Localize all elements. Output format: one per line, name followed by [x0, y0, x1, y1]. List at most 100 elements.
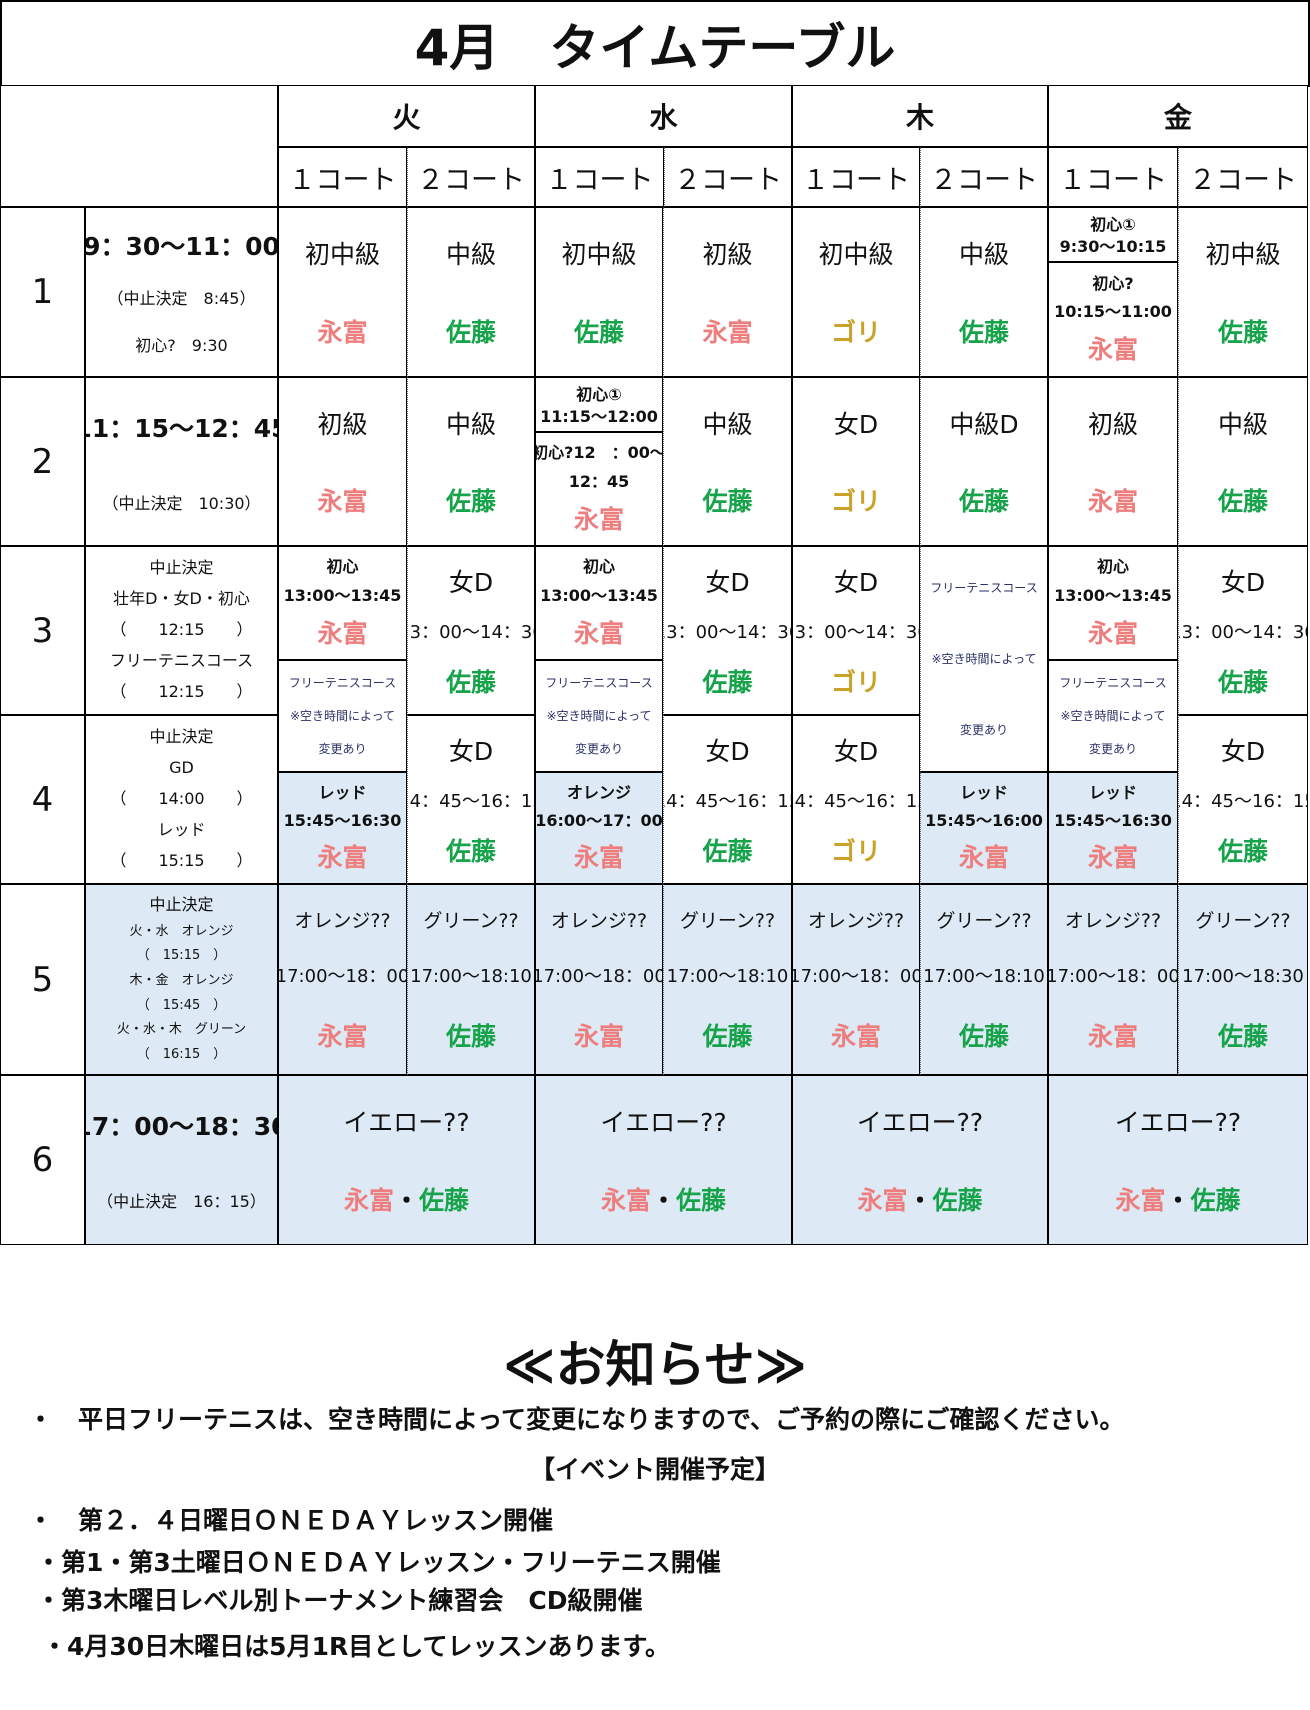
teacher-name: 永富 — [317, 842, 368, 872]
note-text: フリーテニスコース — [1059, 676, 1167, 691]
teacher-name: 佐藤 — [702, 1022, 753, 1052]
teacher-name: 佐藤 — [958, 318, 1009, 347]
cell-text: 17：00〜18：30 — [85, 1111, 278, 1141]
teacher-names-wrap: 永富・佐藤 — [601, 1181, 726, 1217]
teacher-name: 永富 — [958, 842, 1009, 872]
cell-text: 14：45〜16：15 — [793, 790, 919, 812]
teacher-name: 佐藤 — [1217, 667, 1268, 697]
row-number-text: 3 — [31, 610, 54, 651]
cell-text: 木・金 オレンジ — [129, 972, 234, 988]
note-text: ※空き時間によって — [546, 708, 652, 723]
row-time-info: 中止決定 壮年D・女D・初心 （ 12:15 ） フリーテニスコース （ 12:15 ） — [85, 546, 278, 715]
cell-text: レッド — [959, 783, 1008, 803]
cell-text: 女D — [833, 567, 879, 597]
cell-text: 中級 — [958, 240, 1009, 269]
teacher-name: 佐藤 — [702, 836, 753, 866]
lesson-cell: レッド 15:45〜16:00 永富 — [920, 772, 1048, 884]
teacher-name: 永富 — [317, 487, 368, 517]
notice-line: ・ 第２．４日曜日ＯＮＥＤＡＹレッスン開催 — [28, 1506, 554, 1535]
row-number-text: 6 — [31, 1140, 54, 1180]
teacher-name: 永富 — [702, 318, 753, 347]
court-header: ２コート — [1178, 147, 1308, 207]
note-text: フリーテニスコース — [930, 581, 1038, 596]
cell-text: 17:00〜18:10 — [410, 965, 532, 987]
cell-text: 初心?12 ：00〜 — [535, 443, 663, 463]
cell-text: 壮年D・女D・初心 — [113, 589, 250, 609]
lesson-cell: 中級D 佐藤 — [920, 377, 1048, 546]
teacher-name: ゴリ — [830, 836, 881, 866]
court-header: １コート — [1048, 147, 1178, 207]
cell-text: 13：00〜14：30 — [408, 621, 534, 643]
cell-text: 17:00〜18:30 — [1182, 965, 1304, 987]
teacher-name: 佐藤 — [702, 667, 753, 697]
row-time-info: 11：15〜12：45 （中止決定 10:30） — [85, 377, 278, 546]
lesson-cell: 初心① 11:15〜12:00 — [535, 377, 663, 432]
teacher-name: 永富 — [1087, 842, 1138, 872]
cell-text: 初心 — [582, 557, 615, 577]
teacher-name: 永富 — [1087, 618, 1138, 648]
lesson-cell: 女D 14：45〜16：15 佐藤 — [407, 715, 535, 884]
lesson-cell: フリーテニスコース ※空き時間によって 変更あり — [535, 660, 663, 772]
row-number: 1 — [0, 207, 85, 377]
cell-text: 12：45 — [568, 472, 630, 491]
cell-text: レッド — [1088, 783, 1137, 803]
lesson-cell: 初心?12 ：00〜 12：45 永富 — [535, 432, 663, 546]
teacher-names: 永富・佐藤 — [344, 1181, 469, 1217]
day-header: 木 — [792, 85, 1048, 147]
cell-text: フリーテニスコース — [109, 651, 254, 671]
lesson-cell: 女D 13：00〜14：30 佐藤 — [407, 546, 535, 715]
lesson-cell: オレンジ?? 17:00〜18：00 永富 — [278, 884, 407, 1075]
cell-text: 16:00〜17：00 — [535, 810, 663, 830]
cell-text: 女D — [1220, 736, 1266, 766]
cell-text: 女D — [833, 409, 879, 439]
cell-text: 初級 — [317, 409, 368, 439]
lesson-cell: 中級 佐藤 — [407, 377, 535, 546]
cell-text: 15:45〜16:30 — [283, 810, 402, 830]
cell-text: 10:15〜11:00 — [1054, 302, 1172, 322]
row-number: 3 — [0, 546, 85, 715]
teacher-name: 永富 — [573, 1022, 624, 1052]
cell-text: （ 12:15 ） — [110, 620, 253, 640]
cell-text: 中級 — [445, 240, 496, 269]
court-header: １コート — [278, 147, 407, 207]
cell-text: 初心? — [1092, 273, 1134, 293]
note-text: 変更あり — [1088, 741, 1137, 756]
cell-text: レッド — [318, 783, 367, 803]
lesson-cell: 初中級 佐藤 — [1178, 207, 1308, 377]
teacher-name: 永富 — [573, 842, 624, 872]
court-header: ２コート — [920, 147, 1048, 207]
cell-text: （ 15:15 ） — [136, 948, 227, 964]
cell-text: 13：00〜14：30 — [1179, 621, 1308, 643]
cell-text: 初心 — [1096, 557, 1129, 577]
note-text: フリーテニスコース — [288, 676, 397, 691]
cell-text: オレンジ?? — [550, 909, 648, 932]
cell-text: 火・水・木 グリーン — [116, 1022, 247, 1038]
cell-text: グリーン?? — [936, 909, 1032, 932]
lesson-cell: 女D 14：45〜16：15 佐藤 — [663, 715, 792, 884]
lesson-cell: 女D ゴリ — [792, 377, 920, 546]
lesson-cell: 初心 13:00〜13:45 永富 — [1048, 546, 1178, 660]
cell-text: 17:00〜18:10 — [923, 965, 1045, 987]
cell-text: 火・水 オレンジ — [129, 923, 234, 939]
row-number: 2 — [0, 377, 85, 546]
row-number-text: 5 — [31, 959, 54, 1000]
cell-text: 女D — [705, 736, 750, 766]
lesson-cell: オレンジ?? 17:00〜18：00 永富 — [792, 884, 920, 1075]
cell-text: 初心① — [1090, 215, 1136, 234]
cell-text: オレンジ?? — [1064, 909, 1162, 932]
court-header: ２コート — [664, 147, 792, 207]
cell-text: イエロー?? — [1114, 1108, 1242, 1137]
row-time-info: 中止決定 GD （ 14:00 ） レッド （ 15:15 ） — [85, 715, 278, 884]
cell-text: 15:45〜16:30 — [1054, 810, 1172, 830]
cell-text: 初心? 9:30 — [135, 336, 228, 356]
row-number-text: 1 — [31, 272, 54, 312]
cell-text: イエロー?? — [343, 1108, 470, 1137]
lesson-cell: 初級 永富 — [278, 377, 407, 546]
day-header: 火 — [278, 85, 535, 147]
cell-text: 13:00〜13:45 — [540, 586, 658, 605]
teacher-name: 永富 — [830, 1022, 881, 1052]
lesson-cell: 中級 佐藤 — [407, 207, 535, 377]
teacher-name: ゴリ — [830, 667, 881, 697]
teacher-name: 永富 — [1087, 1022, 1138, 1052]
cell-text: （ 15:15 ） — [110, 851, 253, 871]
